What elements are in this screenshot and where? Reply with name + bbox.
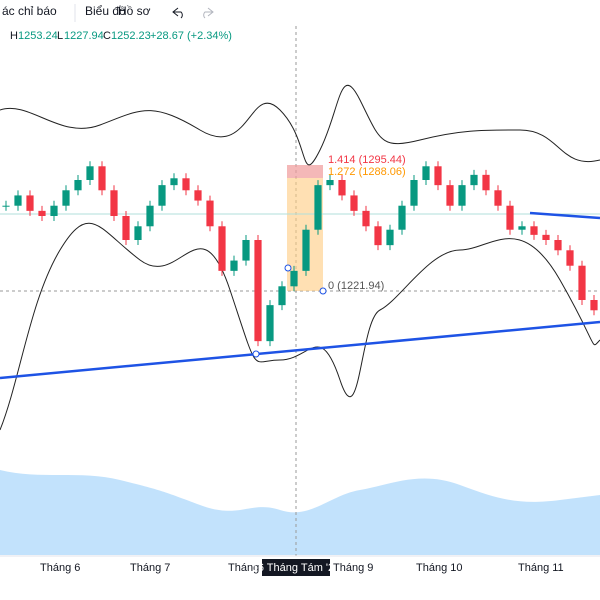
- ohlc: H 1253.24 L 1227.94 C 1252.23 +28.67 (+2…: [10, 30, 232, 42]
- candle: [362, 210, 370, 227]
- x-crosshair-label: 16 Tháng Tám '24: [252, 562, 341, 574]
- candle: [314, 185, 322, 230]
- undo-icon[interactable]: [172, 7, 183, 19]
- chart-menu[interactable]: Biểu đồ: [85, 4, 126, 18]
- candle: [542, 234, 550, 240]
- candle: [374, 226, 382, 246]
- candle: [110, 190, 118, 216]
- x-label: Tháng 6: [40, 562, 80, 574]
- candle: [62, 190, 70, 206]
- candle: [410, 180, 418, 206]
- toolbar: [0, 0, 600, 26]
- candle: [590, 300, 598, 311]
- candle: [2, 205, 10, 207]
- candle: [230, 260, 238, 271]
- l-label: L: [57, 30, 63, 42]
- candle: [26, 195, 34, 211]
- candle: [458, 185, 466, 206]
- candle: [482, 174, 490, 191]
- trend-line: [529, 211, 600, 220]
- candle: [182, 178, 190, 191]
- candle: [122, 216, 130, 240]
- fib-label: 0 (1221.94): [328, 280, 384, 292]
- candle: [86, 166, 94, 180]
- l-value: 1227.94: [64, 30, 104, 42]
- candle: [218, 226, 226, 271]
- candle: [338, 180, 346, 196]
- candle: [194, 190, 202, 201]
- candle: [266, 305, 274, 342]
- x-label: Tháng 7: [130, 562, 170, 574]
- change: +28.67 (+2.34%): [150, 30, 232, 42]
- candle: [302, 229, 310, 271]
- candle: [170, 178, 178, 186]
- candle: [326, 180, 334, 186]
- bollinger-lower: [0, 222, 600, 431]
- trend-line: [0, 320, 600, 380]
- candle: [494, 190, 502, 206]
- x-label: Tháng 10: [416, 562, 462, 574]
- candles: [2, 161, 598, 347]
- candle: [422, 166, 430, 180]
- bollinger-upper: [0, 84, 600, 166]
- candle: [446, 185, 454, 206]
- candle: [158, 185, 166, 206]
- candle: [278, 286, 286, 306]
- x-crosshair-badge: [262, 559, 330, 576]
- handle[interactable]: [319, 287, 327, 295]
- profile-menu[interactable]: Hồ sơ: [118, 4, 151, 18]
- candle: [206, 200, 214, 227]
- handle[interactable]: [284, 264, 292, 272]
- candle: [254, 240, 262, 342]
- candle: [434, 166, 442, 186]
- fib-label: 1.272 (1288.06): [328, 166, 406, 178]
- x-label: Tháng 11: [518, 562, 564, 574]
- h-value: 1253.24: [18, 30, 58, 42]
- candle: [386, 229, 394, 246]
- fib-label: 1.414 (1295.44): [328, 154, 406, 166]
- indicators-button[interactable]: ác chỉ báo: [2, 4, 57, 18]
- candle: [398, 205, 406, 230]
- candle: [554, 240, 562, 251]
- handle[interactable]: [252, 350, 260, 358]
- volume-area: [0, 470, 600, 555]
- candle: [146, 205, 154, 227]
- h-label: H: [10, 30, 18, 42]
- candle: [350, 195, 358, 211]
- c-label: C: [103, 30, 111, 42]
- candle: [98, 166, 106, 191]
- candle: [578, 265, 586, 300]
- candle: [38, 210, 46, 216]
- candle: [14, 195, 22, 206]
- candle: [530, 226, 538, 235]
- x-label: Tháng 9: [333, 562, 373, 574]
- candle: [242, 240, 250, 261]
- candle: [50, 205, 58, 216]
- candle: [134, 226, 142, 240]
- candle: [506, 205, 514, 230]
- candle: [566, 250, 574, 266]
- c-value: 1252.23: [111, 30, 151, 42]
- candle: [470, 174, 478, 186]
- candle: [290, 270, 298, 287]
- fib-zone-top: [287, 165, 323, 178]
- redo-icon[interactable]: [203, 7, 214, 19]
- candle: [74, 180, 82, 191]
- candle: [518, 226, 526, 230]
